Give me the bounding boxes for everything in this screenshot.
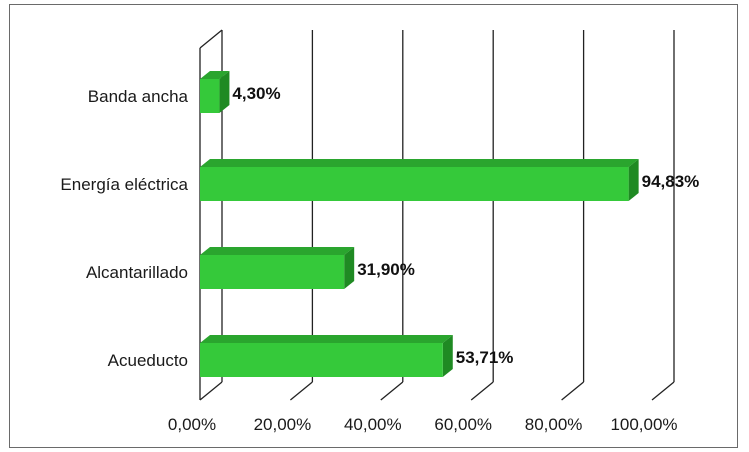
bar-top-face xyxy=(200,247,355,255)
floor-depth-line xyxy=(199,381,223,401)
bar xyxy=(200,159,639,201)
x-tick-label: 100,00% xyxy=(610,415,677,434)
data-labels: 4,30% 94,83% 31,90% 53,71% xyxy=(232,84,699,367)
category-labels: Banda ancha Energía eléctrica Alcantarilla… xyxy=(60,87,188,370)
x-tick-label: 60,00% xyxy=(434,415,492,434)
x-tick-label: 80,00% xyxy=(525,415,583,434)
category-label: Alcantarillado xyxy=(86,263,188,282)
category-label: Banda ancha xyxy=(88,87,189,106)
bar-top-face xyxy=(200,335,453,343)
bar-front-face xyxy=(200,79,220,113)
data-label: 53,71% xyxy=(456,348,514,367)
bar xyxy=(200,247,355,289)
chart-bars xyxy=(200,71,639,377)
data-label: 31,90% xyxy=(357,260,415,279)
bar-top-face xyxy=(200,71,230,79)
bar-top-face xyxy=(200,159,639,167)
gridline-floor xyxy=(651,381,675,401)
category-label: Energía eléctrica xyxy=(60,175,188,194)
gridline-floor xyxy=(380,381,404,401)
wall-top-depth-edge xyxy=(199,29,223,49)
bar-side-face xyxy=(219,71,230,113)
bar xyxy=(200,71,230,113)
bar-side-face xyxy=(344,247,355,289)
data-label: 94,83% xyxy=(642,172,700,191)
bar-front-face xyxy=(200,255,345,289)
gridline-floor xyxy=(561,381,585,401)
x-tick-label: 0,00% xyxy=(168,415,216,434)
bar-side-face xyxy=(442,335,453,377)
gridline-floor xyxy=(470,381,494,401)
bar xyxy=(200,335,453,377)
bar-front-face xyxy=(200,343,443,377)
bar-side-face xyxy=(628,159,639,201)
chart-frame xyxy=(9,4,738,448)
category-label: Acueducto xyxy=(108,351,188,370)
gridline-floor xyxy=(289,381,313,401)
x-tick-label: 40,00% xyxy=(344,415,402,434)
bar-front-face xyxy=(200,167,629,201)
chart-gridlines xyxy=(199,29,675,401)
x-tick-label: 20,00% xyxy=(254,415,312,434)
data-label: 4,30% xyxy=(232,84,280,103)
x-axis-tick-labels: 0,00% 20,00% 40,00% 60,00% 80,00% 100,00% xyxy=(168,415,678,434)
